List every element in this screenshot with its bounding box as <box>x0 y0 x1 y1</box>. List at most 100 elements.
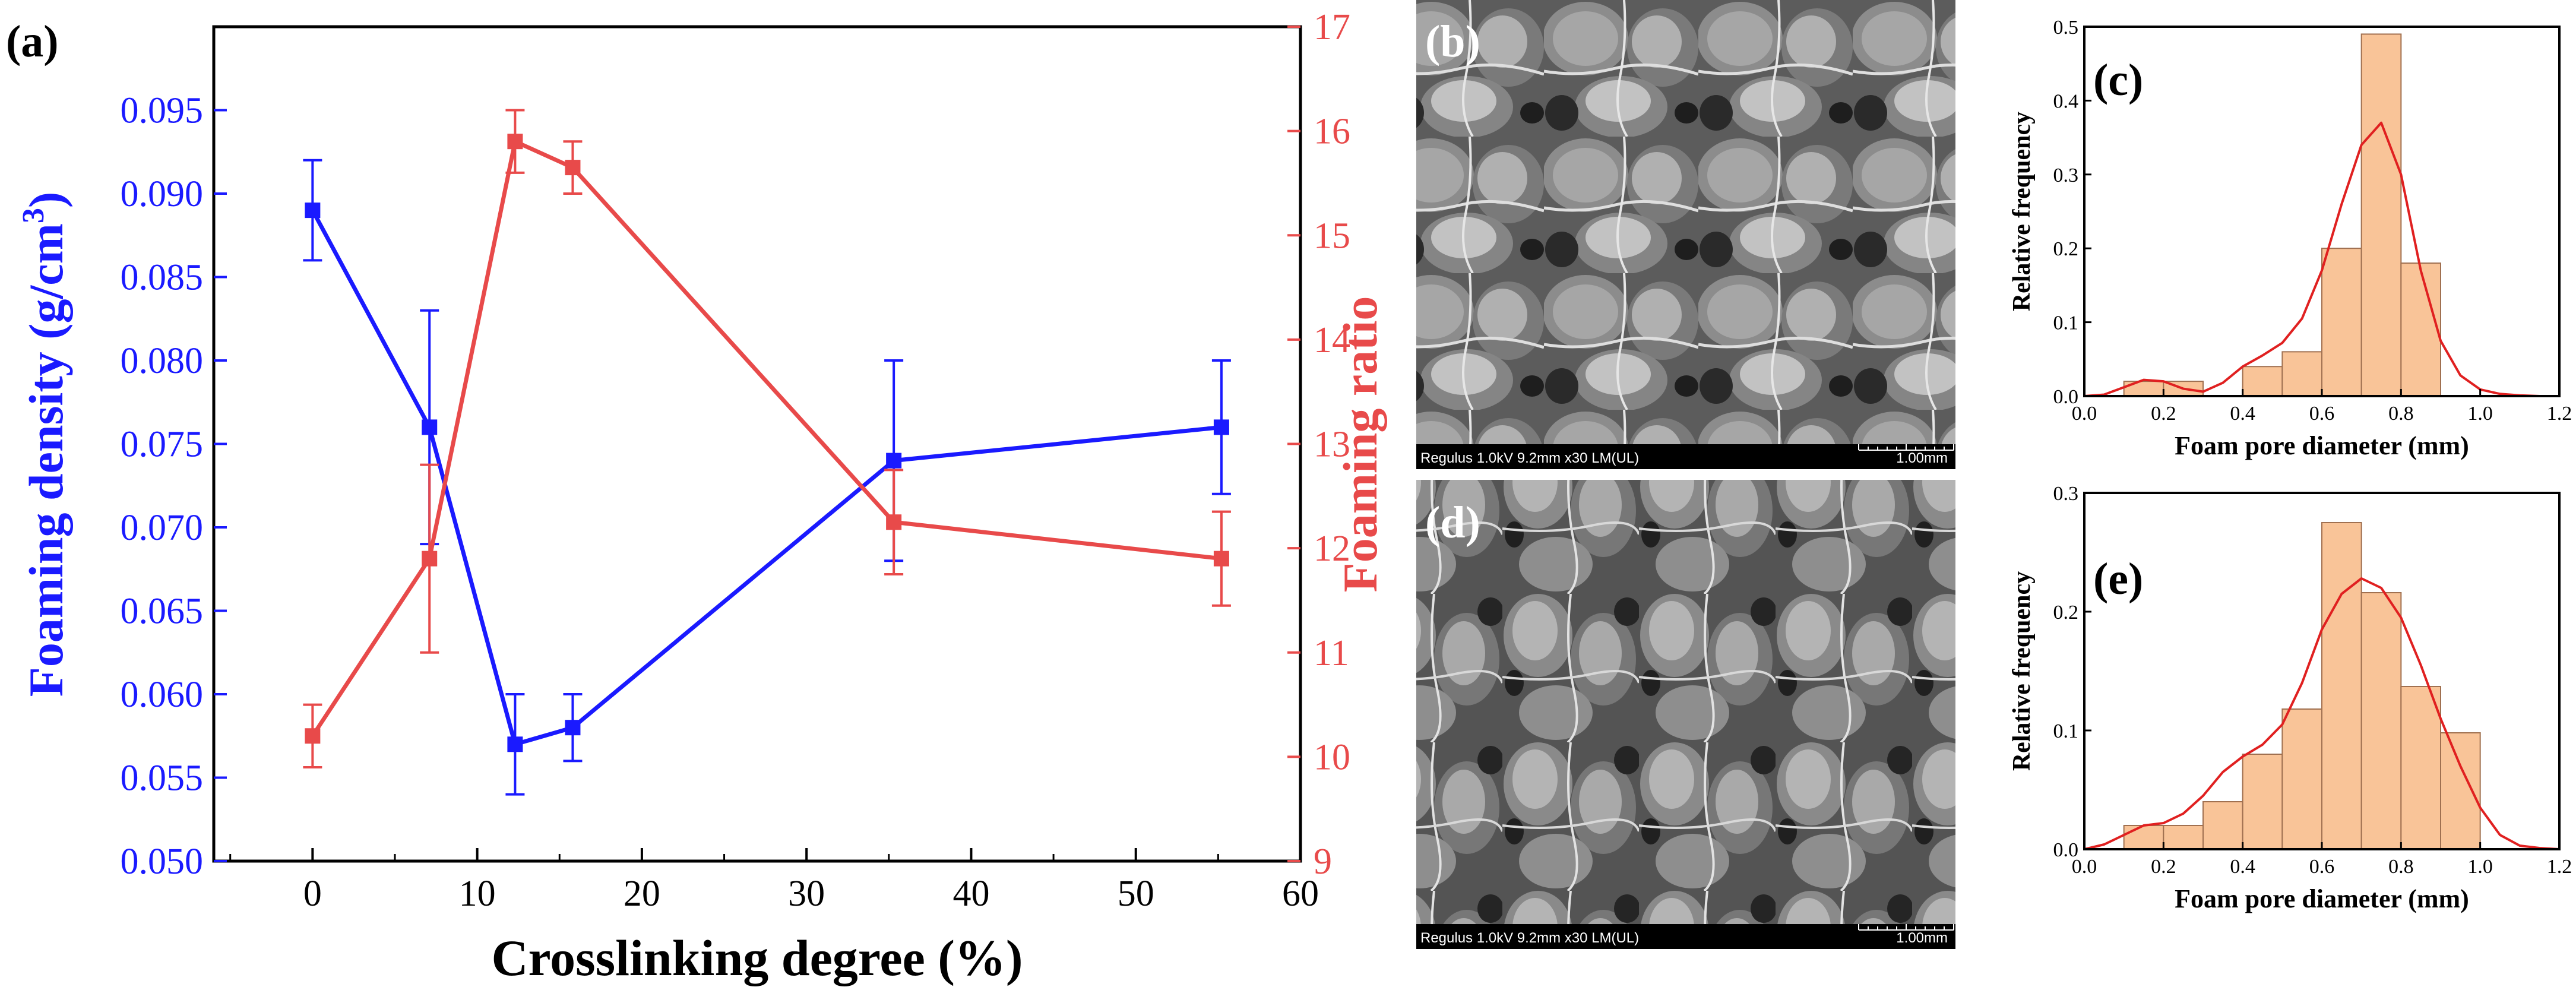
panel-b-sem-image: (b) Regulus 1.0kV 9.2mm x30 LM(UL) 1.00m… <box>1416 0 1955 469</box>
left-tick-label-0.060: 0.060 <box>121 675 204 715</box>
panel-c-y-axis-title: Relative frequency <box>2008 112 2036 311</box>
histogram-bar-1 <box>2163 825 2204 850</box>
ratio-point-0 <box>305 728 321 744</box>
histogram-bar-3 <box>2242 366 2283 397</box>
histogram-bar-5 <box>2321 522 2362 850</box>
fit-curve-line <box>2084 577 2560 850</box>
panel-b-label: (b) <box>1425 17 1480 67</box>
panel-d-micrograph <box>1416 480 1955 924</box>
panel-d-sem-image: (d) Regulus 1.0kV 9.2mm x30 LM(UL) 1.00m… <box>1416 480 1955 949</box>
x-tick-label-60: 60 <box>1282 874 1319 914</box>
panel-a-x-axis-title: Crosslinking degree (%) <box>491 929 1023 986</box>
right-tick-label-14: 14 <box>1314 320 1350 360</box>
x-tick-label-0.0: 0.0 <box>2072 856 2097 878</box>
panel-c-bars <box>2123 33 2441 397</box>
panel-e-y-axis-title: Relative frequency <box>2008 571 2036 771</box>
x-tick-label-0.4: 0.4 <box>2230 403 2255 425</box>
x-tick-label-0.2: 0.2 <box>2151 856 2176 878</box>
right-tick-label-12: 12 <box>1314 529 1350 569</box>
x-tick-label-1.2: 1.2 <box>2547 403 2572 425</box>
y-tick-label-0.0: 0.0 <box>2053 839 2079 861</box>
x-tick-label-0.6: 0.6 <box>2309 403 2335 425</box>
panel-d-scale-bar <box>1858 924 1954 931</box>
panel-a-left-axis-title: Foaming density (g/cm3) <box>17 192 73 697</box>
histogram-bar-6 <box>2360 592 2402 850</box>
x-tick-label-1.0: 1.0 <box>2467 856 2493 878</box>
panel-b-micrograph <box>1416 0 1955 444</box>
left-tick-label-0.065: 0.065 <box>121 591 204 632</box>
x-tick-label-0.4: 0.4 <box>2230 856 2255 878</box>
ratio-point-3 <box>565 160 581 176</box>
histogram-bar-7 <box>2400 686 2441 850</box>
x-tick-label-20: 20 <box>624 874 660 914</box>
panel-b-info-bar <box>1416 444 1955 469</box>
x-tick-label-1.2: 1.2 <box>2547 856 2572 878</box>
right-tick-label-9: 9 <box>1314 842 1332 882</box>
panel-a-plot-frame <box>212 25 1302 863</box>
histogram-bar-0 <box>2123 825 2164 850</box>
y-tick-label-0.3: 0.3 <box>2053 483 2079 505</box>
right-tick-label-16: 16 <box>1314 112 1350 152</box>
panel-e-label: (e) <box>2093 554 2143 604</box>
panel-a-chart: (a) 0 10 20 30 40 50 60 0.050 0.055 0.060 0.065 0.0… <box>6 7 1387 986</box>
x-tick-label-1.0: 1.0 <box>2467 403 2493 425</box>
left-tick-label-0.085: 0.085 <box>121 258 204 298</box>
density-point-2 <box>507 736 523 752</box>
panel-a-series <box>303 109 1231 796</box>
ratio-point-2 <box>507 134 523 150</box>
histogram-bar-6 <box>2360 33 2402 397</box>
ratio-point-1 <box>422 551 438 567</box>
panel-e-chart: 0.0 0.2 0.4 0.6 0.8 1.0 1.2 0.0 0.1 0.2 0.3 (e) Fo… <box>2008 483 2572 913</box>
y-tick-label-0.1: 0.1 <box>2053 720 2079 742</box>
left-tick-label-0.050: 0.050 <box>121 842 204 882</box>
x-tick-label-0.8: 0.8 <box>2388 403 2414 425</box>
right-tick-label-13: 13 <box>1314 425 1350 465</box>
y-tick-label-0.1: 0.1 <box>2053 312 2079 334</box>
y-tick-label-0.3: 0.3 <box>2053 164 2079 186</box>
panel-a-label: (a) <box>6 17 59 67</box>
x-tick-label-30: 30 <box>788 874 825 914</box>
y-tick-label-0.0: 0.0 <box>2053 386 2079 408</box>
right-tick-label-15: 15 <box>1314 216 1350 256</box>
histogram-bar-8 <box>2440 732 2481 850</box>
y-tick-label-0.2: 0.2 <box>2053 238 2079 260</box>
x-tick-label-10: 10 <box>459 874 496 914</box>
y-tick-label-0.4: 0.4 <box>2053 90 2079 112</box>
left-tick-label-0.095: 0.095 <box>121 91 204 131</box>
density-series-line <box>311 209 1222 747</box>
histogram-bar-3 <box>2242 754 2283 850</box>
panel-c-label: (c) <box>2093 55 2143 105</box>
ratio-point-4 <box>886 514 902 530</box>
right-tick-label-10: 10 <box>1314 737 1350 777</box>
right-tick-label-11: 11 <box>1314 633 1349 673</box>
panel-a-right-axis-title: Foaming ratio <box>1333 296 1387 593</box>
histogram-bar-5 <box>2321 248 2362 397</box>
density-point-1 <box>422 419 438 435</box>
panel-e-ticks: 0.0 0.2 0.4 0.6 0.8 1.0 1.2 0.0 0.1 0.2 0.3 <box>2053 483 2572 878</box>
x-tick-label-50: 50 <box>1118 874 1154 914</box>
panel-c-chart: 0.0 0.2 0.4 0.6 0.8 1.0 1.20.00.10.20.30.40.5 … <box>2008 17 2572 460</box>
panel-c-ticks: 0.0 0.2 0.4 0.6 0.8 1.0 1.2 0.0 0.1 0.2 0.3 0.4 0.5 <box>2053 17 2572 425</box>
histogram-bar-0 <box>2123 381 2164 397</box>
panel-a-tick-labels: 0 10 20 30 40 50 60 0.050 0.055 0.060 0.065 0.070 0.… <box>121 7 1351 914</box>
panel-b-caption-left: Regulus 1.0kV 9.2mm x30 LM(UL) <box>1420 450 1639 466</box>
density-point-5 <box>1213 419 1229 435</box>
panel-b-scale-bar <box>1858 444 1954 451</box>
left-tick-label-0.075: 0.075 <box>121 425 204 465</box>
right-tick-label-17: 17 <box>1314 7 1350 48</box>
left-tick-label-0.055: 0.055 <box>121 758 204 799</box>
histogram-bar-7 <box>2400 262 2441 397</box>
panel-d-info-bar <box>1416 924 1955 949</box>
panel-c-x-axis-title: Foam pore diameter (mm) <box>2175 431 2469 460</box>
ratio-series-line <box>311 138 1222 738</box>
panel-d-caption-left: Regulus 1.0kV 9.2mm x30 LM(UL) <box>1420 930 1639 946</box>
panel-e-bars <box>2123 522 2481 850</box>
y-tick-label-0.5: 0.5 <box>2053 17 2079 39</box>
panel-e-x-axis-title: Foam pore diameter (mm) <box>2175 884 2469 913</box>
ratio-point-5 <box>1213 551 1229 567</box>
panel-b-caption-right: 1.00mm <box>1896 450 1948 466</box>
left-tick-label-0.080: 0.080 <box>121 341 204 381</box>
y-tick-label-0.2: 0.2 <box>2053 602 2079 624</box>
x-tick-label-0.8: 0.8 <box>2388 856 2414 878</box>
